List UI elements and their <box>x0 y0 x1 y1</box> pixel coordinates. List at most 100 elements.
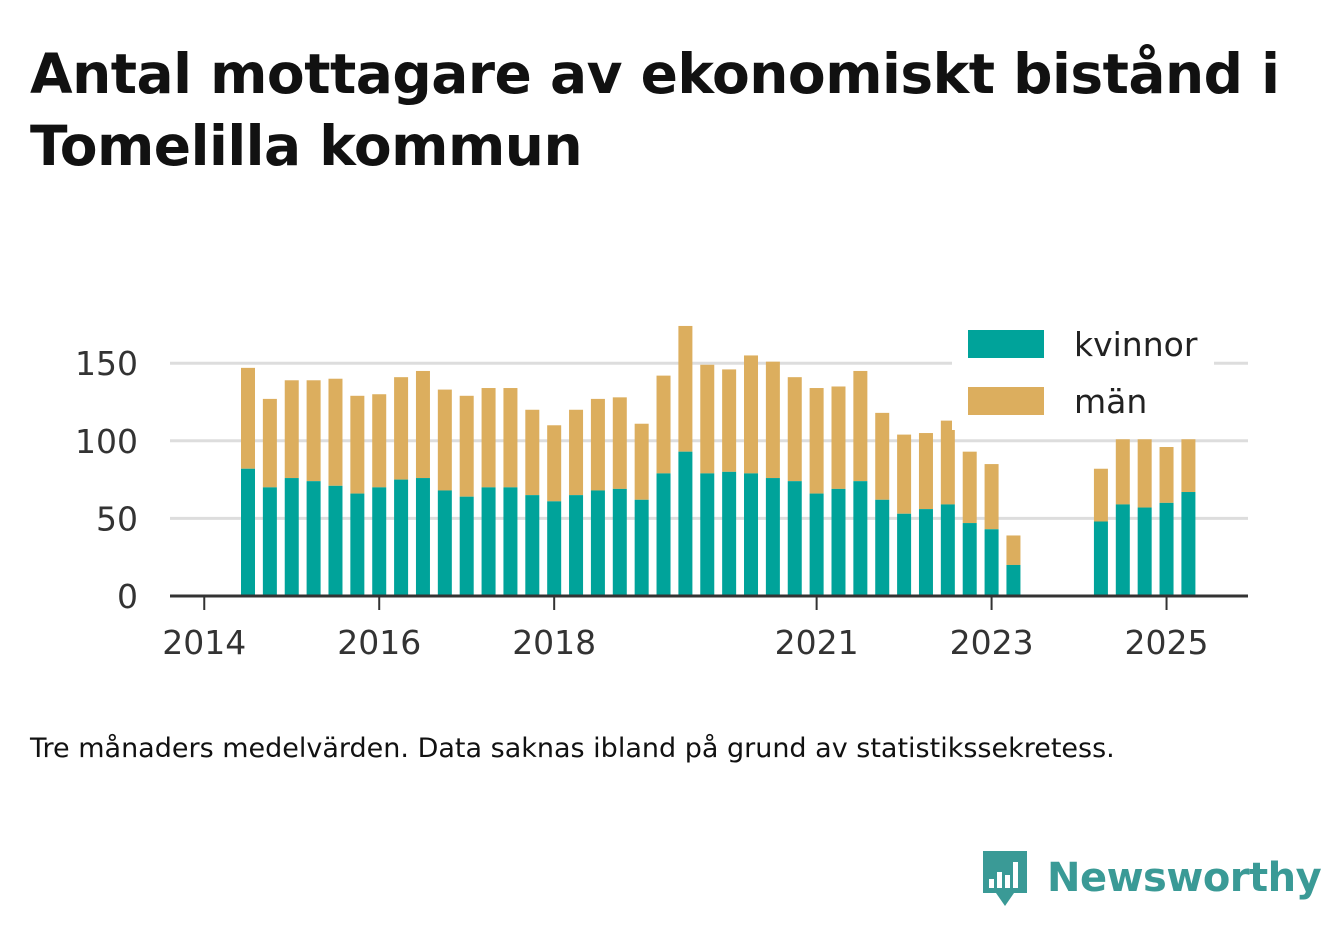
chart-caption: Tre månaders medelvärden. Data saknas ib… <box>30 733 1115 764</box>
newsworthy-logo-icon <box>983 851 1027 906</box>
bar-man <box>284 380 299 479</box>
bar-kvinnor <box>569 495 584 596</box>
bar-kvinnor <box>678 451 693 596</box>
bar-kvinnor <box>1093 521 1108 596</box>
bar-kvinnor <box>459 496 474 596</box>
bar-man <box>459 395 474 497</box>
bar-kvinnor <box>897 513 912 596</box>
legend-swatch <box>968 330 1044 358</box>
bar-man <box>525 409 540 496</box>
bar-man <box>503 388 518 488</box>
bar-man <box>612 397 627 489</box>
x-tick-label: 2018 <box>512 623 596 662</box>
bar-man <box>831 386 846 489</box>
y-tick-label: 0 <box>117 577 138 616</box>
bar-man <box>306 380 321 482</box>
bar-kvinnor <box>700 473 715 596</box>
bar-kvinnor <box>722 471 737 596</box>
bar-kvinnor <box>853 481 868 596</box>
brand-logo: Newsworthy <box>980 848 1322 908</box>
bar-kvinnor <box>503 487 518 596</box>
bar-kvinnor <box>437 490 452 596</box>
bar-man <box>328 378 343 486</box>
bar-man <box>875 412 890 500</box>
bar-man <box>241 367 255 469</box>
bar-kvinnor <box>809 493 824 596</box>
bar-kvinnor <box>962 523 977 596</box>
bar-man <box>918 433 933 510</box>
bar-kvinnor <box>262 487 277 596</box>
bar-man <box>984 464 999 530</box>
bar-kvinnor <box>634 499 649 596</box>
bar-kvinnor <box>875 499 890 596</box>
legend-swatch <box>968 387 1044 415</box>
bar-kvinnor <box>765 478 780 596</box>
bar-kvinnor <box>1159 502 1174 596</box>
y-tick-label: 100 <box>75 422 138 461</box>
bar-man <box>350 395 365 494</box>
bar-group <box>241 325 1196 596</box>
bar-kvinnor <box>656 473 671 596</box>
x-axis: 2014 2016 2018 2021 2023 2025 <box>162 594 1248 662</box>
bar-man <box>481 388 496 488</box>
y-tick-label: 150 <box>75 344 138 383</box>
bar-man <box>1159 447 1174 503</box>
x-tick-label: 2014 <box>162 623 246 662</box>
bar-kvinnor <box>831 488 846 596</box>
bar-kvinnor <box>241 468 255 596</box>
bar-kvinnor <box>372 487 387 596</box>
bar-man <box>897 434 912 514</box>
bar-man <box>700 364 715 474</box>
bar-man <box>634 423 649 500</box>
bar-man <box>569 409 584 496</box>
bar-kvinnor <box>787 481 802 596</box>
x-tick-label: 2021 <box>775 623 859 662</box>
bar-kvinnor <box>350 493 365 596</box>
y-tick-label: 50 <box>96 499 138 538</box>
bar-man <box>415 370 430 479</box>
bar-kvinnor <box>394 479 409 596</box>
bar-man <box>262 398 277 488</box>
legend: kvinnor män <box>952 318 1214 430</box>
bar-man <box>765 361 780 479</box>
bar-man <box>962 451 977 524</box>
bar-man <box>372 394 387 488</box>
bar-man <box>437 389 452 491</box>
bar-man <box>1137 439 1152 508</box>
bar-man <box>590 398 605 491</box>
bar-kvinnor <box>1181 492 1196 596</box>
bar-kvinnor <box>1137 507 1152 596</box>
brand-name: Newsworthy <box>1047 855 1322 901</box>
bar-man <box>722 369 737 472</box>
legend-label: kvinnor <box>1074 325 1198 364</box>
bar-kvinnor <box>918 509 933 596</box>
bar-kvinnor <box>415 478 430 596</box>
y-axis-labels: 0 50 100 150 <box>75 344 138 616</box>
bar-man <box>547 425 562 502</box>
bar-man <box>678 325 693 452</box>
bar-man <box>787 377 802 482</box>
bar-kvinnor <box>984 529 999 596</box>
bar-kvinnor <box>1115 504 1130 596</box>
bar-man <box>940 420 955 505</box>
x-tick-label: 2016 <box>337 623 421 662</box>
bar-kvinnor <box>547 501 562 596</box>
bar-kvinnor <box>1006 564 1021 596</box>
bar-man <box>656 375 671 474</box>
bar-kvinnor <box>940 504 955 596</box>
bar-man <box>1006 535 1021 565</box>
bar-kvinnor <box>328 485 343 596</box>
bar-man <box>394 377 409 480</box>
x-tick-label: 2025 <box>1125 623 1209 662</box>
bar-kvinnor <box>590 490 605 596</box>
bar-man <box>1115 439 1130 505</box>
bar-man <box>809 388 824 494</box>
bar-kvinnor <box>525 495 540 596</box>
bar-kvinnor <box>481 487 496 596</box>
bar-kvinnor <box>612 488 627 596</box>
bar-man <box>1181 439 1196 493</box>
bar-kvinnor <box>744 473 759 596</box>
chart-title: Antal mottagare av ekonomiskt bistånd i … <box>30 42 1280 178</box>
bar-man <box>744 355 759 474</box>
